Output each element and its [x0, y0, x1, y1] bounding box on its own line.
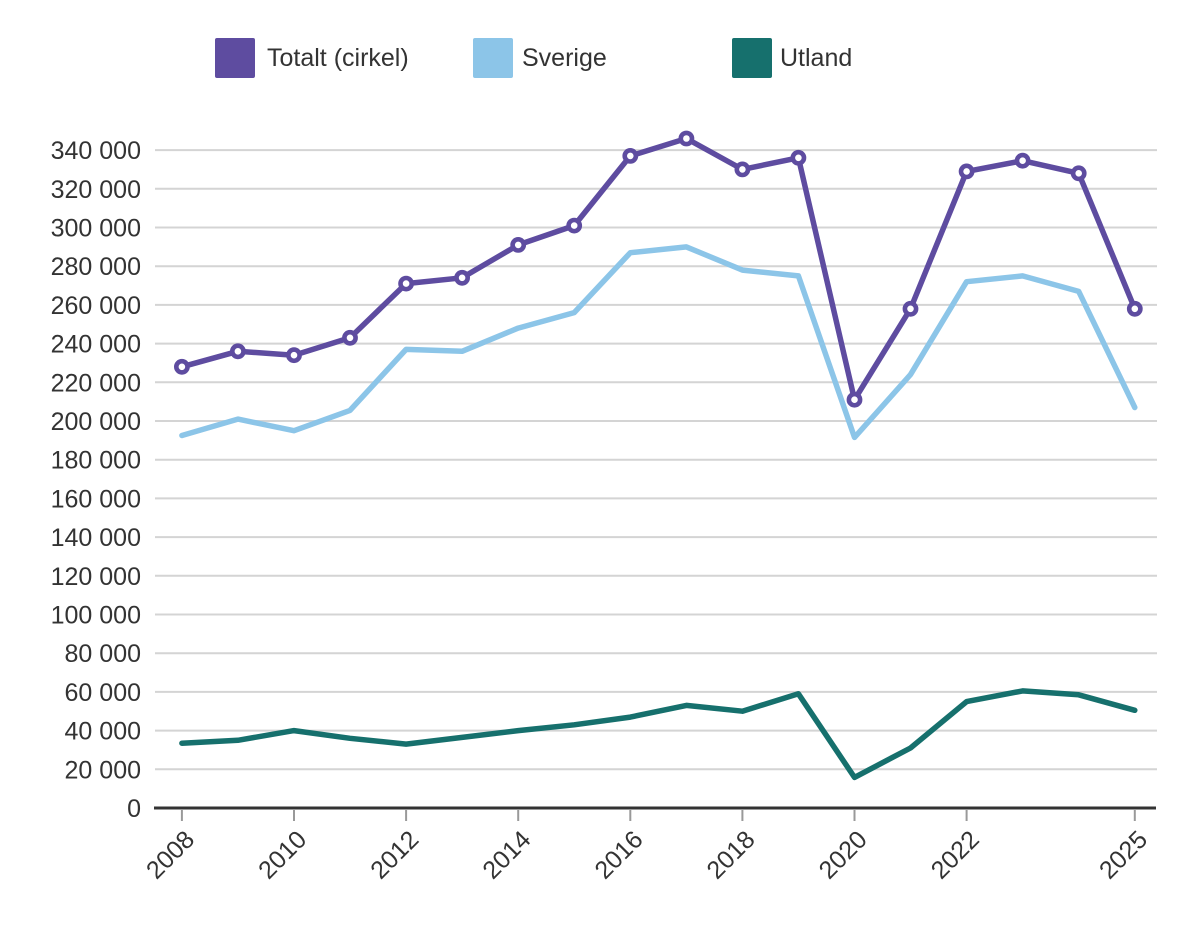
svg-text:300 000: 300 000 — [51, 215, 141, 243]
svg-text:60 000: 60 000 — [65, 679, 141, 707]
svg-text:140 000: 140 000 — [51, 524, 141, 552]
svg-text:20 000: 20 000 — [65, 756, 141, 784]
svg-text:Totalt (cirkel): Totalt (cirkel) — [267, 44, 409, 72]
svg-text:160 000: 160 000 — [51, 485, 141, 513]
svg-text:100 000: 100 000 — [51, 602, 141, 630]
svg-text:240 000: 240 000 — [51, 331, 141, 359]
svg-text:120 000: 120 000 — [51, 563, 141, 591]
svg-text:Sverige: Sverige — [522, 44, 607, 72]
svg-text:80 000: 80 000 — [65, 640, 141, 668]
svg-text:220 000: 220 000 — [51, 369, 141, 397]
svg-text:320 000: 320 000 — [51, 176, 141, 204]
svg-text:340 000: 340 000 — [51, 137, 141, 165]
svg-text:200 000: 200 000 — [51, 408, 141, 436]
svg-text:180 000: 180 000 — [51, 447, 141, 475]
svg-text:260 000: 260 000 — [51, 292, 141, 320]
svg-text:Utland: Utland — [780, 44, 852, 72]
svg-text:280 000: 280 000 — [51, 253, 141, 281]
svg-text:0: 0 — [127, 795, 141, 823]
svg-text:40 000: 40 000 — [65, 718, 141, 746]
